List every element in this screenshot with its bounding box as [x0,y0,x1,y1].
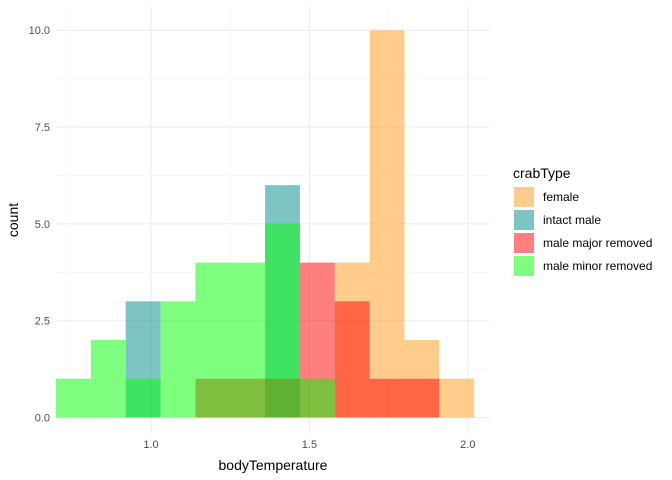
legend-swatch [514,210,534,230]
y-tick-label: 2.5 [35,316,50,328]
y-tick-label: 0.0 [35,413,50,425]
bar-male-minor-removed [195,262,231,418]
legend-swatch [514,233,534,253]
legend-label: intact male [543,213,601,227]
y-tick-label: 7.5 [35,122,50,134]
bar-male-minor-removed [230,262,266,418]
x-tick-label: 2.0 [460,439,475,451]
bar-male-minor-removed [265,223,300,418]
x-tick-label: 1.0 [143,439,158,451]
y-tick-label: 10.0 [29,25,50,37]
axis-ticks: 0.0 2.5 5.0 7.5 10.0 1.0 1.5 2.0 [29,25,476,451]
y-tick-label: 5.0 [35,219,50,231]
legend-title: crabType [513,165,571,181]
bar-female [439,378,475,418]
legend-label: male minor removed [543,259,652,273]
bar-male-major-removed [369,378,405,418]
bar-male-minor-removed [299,378,335,418]
bar-male-minor-removed [160,301,196,418]
legend-label: female [543,190,579,204]
bar-male-minor-removed [90,340,126,418]
y-axis-title: count [5,203,21,237]
histogram-bars [56,30,475,418]
legend-swatch [514,256,534,276]
bar-male-major-removed [404,378,440,418]
bar-male-minor-removed [125,378,161,418]
bar-male-minor-removed [56,378,91,418]
legend: crabType female intact male male major rem… [513,165,652,276]
bar-male-major-removed [334,301,370,418]
x-tick-label: 1.5 [302,439,317,451]
bar-female [369,30,405,418]
x-axis-title: bodyTemperature [219,457,328,473]
legend-swatch [514,187,534,207]
legend-label: male major removed [543,236,652,250]
